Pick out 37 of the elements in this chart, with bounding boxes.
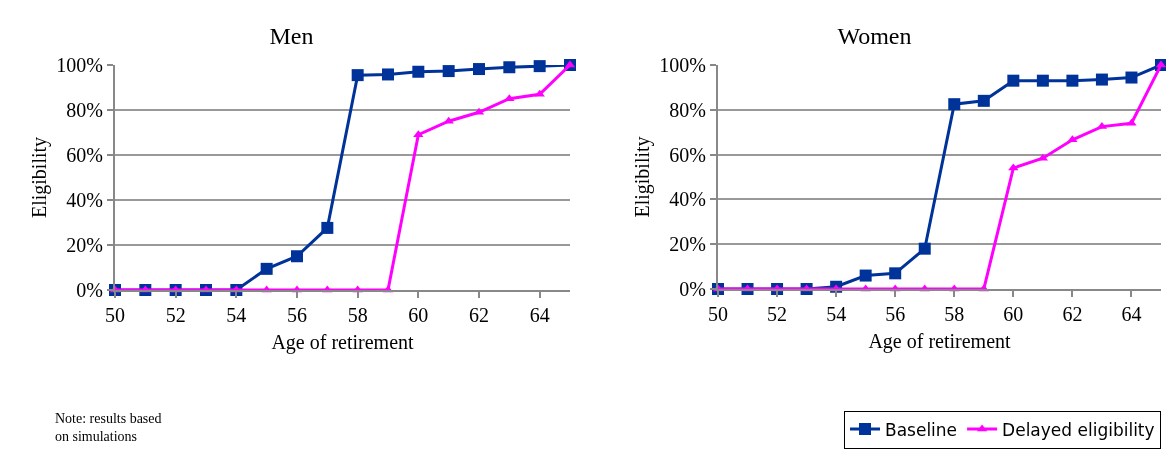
x-tick-label: 50 (105, 304, 125, 326)
x-tick-label: 52 (165, 304, 186, 326)
y-tick-label: 20% (66, 234, 103, 256)
y-tick-label: 100% (659, 54, 706, 76)
x-axis-title: Age of retirement (271, 331, 415, 354)
x-tick-label: 62 (469, 304, 489, 326)
x-tick-label: 56 (885, 303, 906, 325)
legend-label: Baseline (885, 419, 958, 440)
y-tick-label: 80% (66, 99, 103, 121)
x-tick-label: 58 (944, 303, 965, 325)
x-tick-label: 56 (287, 304, 307, 326)
x-tick-label: 64 (529, 304, 550, 326)
y-tick-label: 0% (679, 278, 706, 300)
x-tick-label: 50 (708, 303, 728, 325)
chart-title: Women (837, 22, 912, 49)
y-tick-label: 20% (669, 233, 706, 256)
text: Note: results based on simulations (55, 411, 162, 445)
chart-title: Men (269, 22, 314, 49)
y-axis-title: Eligibility (631, 136, 655, 218)
x-tick-label: 54 (226, 304, 247, 326)
x-tick-label: 64 (1121, 303, 1142, 325)
y-tick-label: 60% (66, 144, 103, 166)
x-tick-label: 62 (1062, 303, 1083, 325)
y-tick-label: 60% (669, 143, 706, 166)
y-tick-label: 100% (56, 54, 103, 76)
y-tick-label: 40% (66, 189, 103, 211)
x-tick-label: 60 (408, 304, 429, 326)
legend-label: Delayed eligibility (1002, 419, 1155, 440)
y-tick-label: 40% (669, 188, 706, 211)
x-axis-title: Age of retirement (868, 330, 1012, 353)
x-tick-label: 52 (767, 303, 788, 325)
y-axis-title: Eligibility (28, 136, 52, 219)
x-tick-label: 54 (826, 303, 847, 325)
y-tick-label: 0% (76, 279, 103, 301)
x-tick-label: 60 (1003, 303, 1024, 325)
x-tick-label: 58 (347, 304, 368, 326)
y-tick-label: 80% (669, 98, 706, 121)
